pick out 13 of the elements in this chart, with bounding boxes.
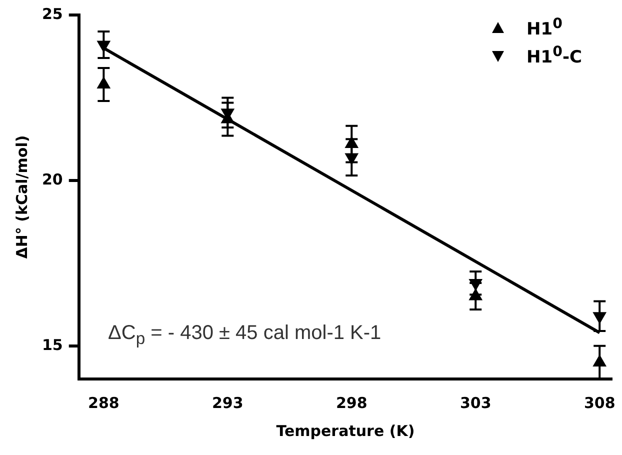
annotation: ΔC$_{p}$ = - 430 ± 45 cal mol-1 K-1 <box>108 322 382 349</box>
y-axis-title: ΔH° (kCal/mol) <box>12 135 31 259</box>
legend-label: H1$^{0}$ <box>526 16 562 40</box>
y-tick-label: 15 <box>42 336 63 354</box>
x-axis-title: Temperature (K) <box>276 422 415 440</box>
x-tick-label: 298 <box>336 394 368 412</box>
y-tick-label: 25 <box>42 4 63 23</box>
y-tick-label: 20 <box>42 170 63 188</box>
x-tick-label: 288 <box>88 394 120 412</box>
x-tick-label: 293 <box>212 394 244 412</box>
x-tick-label: 308 <box>584 394 616 412</box>
x-tick-label: 303 <box>460 394 492 412</box>
legend-label: H1$^{0}$-C <box>526 44 582 68</box>
